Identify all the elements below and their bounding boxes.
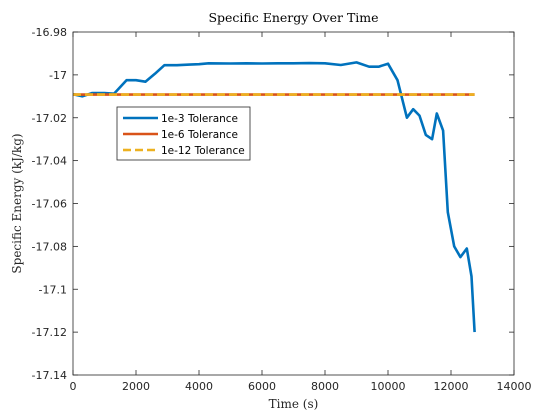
- legend-label-3: 1e-12 Tolerance: [161, 145, 245, 157]
- y-tick-label: -17.08: [32, 240, 67, 253]
- y-tick-label: -17: [49, 69, 67, 82]
- y-tick-label: -17.04: [32, 155, 67, 168]
- legend: 1e-3 Tolerance 1e-6 Tolerance 1e-12 Tolera…: [116, 106, 251, 161]
- x-tick-label: 12000: [434, 380, 469, 393]
- chart-title: Specific Energy Over Time: [208, 10, 378, 25]
- ticks-layer: 0 2000 4000 6000 8000 10000 12000 14000 -16.98 -1…: [32, 26, 532, 393]
- y-tick-label: -16.98: [32, 26, 67, 39]
- y-tick-label: -17.06: [32, 198, 67, 211]
- x-tick-label: 6000: [248, 380, 276, 393]
- series-layer: [72, 61, 476, 333]
- x-tick-label: 0: [70, 380, 77, 393]
- x-tick-label: 2000: [122, 380, 150, 393]
- plot-area: [73, 32, 514, 375]
- y-tick-label: -17.12: [32, 326, 67, 339]
- x-tick-label: 4000: [185, 380, 213, 393]
- legend-label-2: 1e-6 Tolerance: [161, 129, 238, 141]
- y-axis-title: Specific Energy (kJ/kg): [10, 133, 24, 273]
- y-tick-label: -17.02: [32, 112, 67, 125]
- series-line-1: [72, 61, 476, 333]
- y-tick-label: -17.1: [39, 283, 67, 296]
- x-tick-label: 14000: [497, 380, 532, 393]
- x-axis-title: Time (s): [269, 397, 319, 411]
- legend-label-1: 1e-3 Tolerance: [161, 113, 238, 125]
- axes-box: [72, 31, 515, 376]
- x-tick-label: 8000: [311, 380, 339, 393]
- y-tick-label: -17.14: [32, 369, 67, 382]
- x-tick-label: 10000: [371, 380, 406, 393]
